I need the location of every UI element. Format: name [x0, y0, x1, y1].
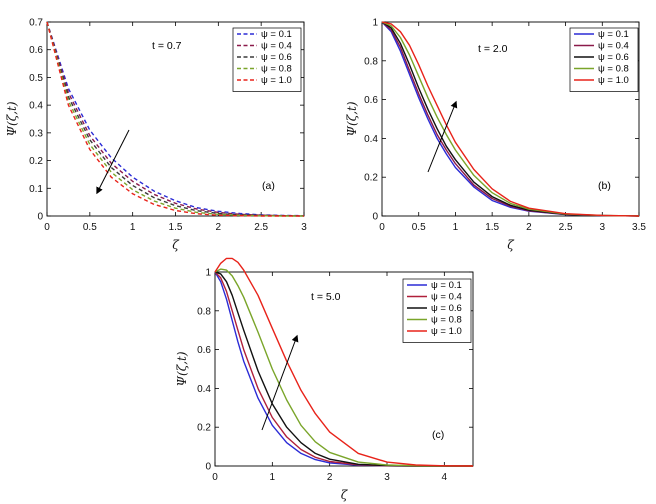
panel-label: (c) — [432, 429, 444, 441]
x-tick-label: 3.5 — [632, 222, 646, 233]
time-annotation: t = 0.7 — [152, 40, 182, 52]
x-tick-label: 3 — [384, 472, 390, 483]
x-tick-label: 2 — [526, 222, 532, 233]
plot-frame — [214, 271, 474, 467]
y-tick-label: 0.3 — [29, 128, 43, 139]
trend-arrow — [427, 100, 458, 173]
legend-label: ψ = 0.8 — [431, 315, 462, 326]
x-axis-label: ζ — [341, 488, 349, 502]
legend-label: ψ = 0.6 — [431, 303, 462, 314]
legend-label: ψ = 0.1 — [431, 280, 462, 291]
y-axis-label: Ψ(ζ,t) — [175, 351, 189, 386]
y-tick-label: 0.4 — [364, 134, 378, 145]
x-tick-label: 0.5 — [412, 222, 426, 233]
x-tick-label: 2.5 — [254, 222, 268, 233]
trend-arrow — [261, 334, 299, 431]
series-line-a-4 — [46, 21, 304, 217]
y-tick-label: 0.8 — [364, 56, 378, 67]
legend-label: ψ = 0.1 — [261, 29, 292, 40]
y-tick-label: 0.2 — [29, 156, 43, 167]
y-tick-label: 0.5 — [29, 73, 43, 84]
time-annotation: t = 5.0 — [311, 291, 341, 303]
series-line-b-4 — [381, 21, 640, 217]
legend-label: ψ = 0.1 — [598, 29, 629, 40]
legend-label: ψ = 1.0 — [598, 75, 629, 86]
x-tick-label: 0 — [379, 222, 385, 233]
x-tick-label: 2 — [327, 472, 333, 483]
legend-label: ψ = 1.0 — [431, 326, 462, 337]
y-tick-label: 0.1 — [29, 184, 43, 195]
legend: ψ = 0.1ψ = 0.4ψ = 0.6ψ = 0.8ψ = 1.0 — [402, 278, 472, 343]
y-tick-label: 0.6 — [364, 95, 378, 106]
legend: ψ = 0.1ψ = 0.4ψ = 0.6ψ = 0.8ψ = 1.0 — [232, 27, 302, 92]
y-axis-label: Ψ(ζ,t) — [5, 101, 19, 136]
legend: ψ = 0.1ψ = 0.4ψ = 0.6ψ = 0.8ψ = 1.0 — [569, 27, 639, 92]
legend-label: ψ = 1.0 — [261, 75, 292, 86]
y-tick-label: 0.6 — [29, 45, 43, 56]
y-tick-label: 1 — [372, 18, 378, 29]
x-axis-label: ζ — [507, 238, 515, 252]
legend-label: ψ = 0.4 — [431, 292, 462, 303]
x-tick-label: 0.5 — [83, 222, 97, 233]
series-line-a-3 — [46, 21, 304, 217]
plot-frame — [381, 21, 640, 217]
y-tick-label: 0.2 — [364, 173, 378, 184]
chart-panel-c: 0 1 2 3 4 0 0.2 0.4 0.6 0.8 1 ζ Ψ(ζ,t) t = 5.0 (c) ψ = … — [175, 257, 474, 502]
y-tick-label: 0.2 — [197, 423, 211, 434]
legend-label: ψ = 0.6 — [261, 52, 292, 63]
x-tick-label: 3 — [301, 222, 307, 233]
y-tick-label: 0.8 — [197, 306, 211, 317]
x-tick-label: 2.5 — [559, 222, 573, 233]
x-tick-label: 1 — [130, 222, 136, 233]
y-axis-label: Ψ(ζ,t) — [345, 101, 359, 136]
x-tick-label: 1.5 — [485, 222, 499, 233]
legend-box — [569, 27, 639, 92]
y-tick-label: 0.4 — [197, 384, 211, 395]
x-tick-label: 1 — [453, 222, 459, 233]
legend-label: ψ = 0.6 — [598, 52, 629, 63]
series-line-a-1 — [46, 21, 305, 217]
x-tick-label: 0 — [44, 222, 50, 233]
x-tick-label: 1 — [270, 472, 276, 483]
legend-box — [232, 27, 302, 92]
chart-panel-b: 0 0.5 1 1.5 2 2.5 3 3.5 0 0.2 0.4 0.6 0.8 1 ζ Ψ(ζ,t) t =… — [345, 18, 646, 253]
y-tick-label: 0.6 — [197, 345, 211, 356]
chart-panel-a: 0 0.5 1 1.5 2 2.5 3 0 0.1 0.2 0.3 0.4 0.5 0.6 0.7 ζ Ψ(ζ,… — [5, 18, 307, 253]
x-tick-label: 3 — [600, 222, 606, 233]
legend-label: ψ = 0.8 — [598, 64, 629, 75]
trend-arrow — [96, 129, 130, 195]
legend-label: ψ = 0.8 — [261, 64, 292, 75]
x-tick-label: 2 — [216, 222, 222, 233]
series-line-c-3 — [214, 268, 473, 467]
y-tick-label: 0.4 — [29, 101, 43, 112]
legend-label: ψ = 0.4 — [261, 41, 292, 52]
x-tick-label: 1.5 — [169, 222, 183, 233]
y-tick-label: 1 — [205, 268, 211, 279]
x-tick-label: 4 — [442, 472, 448, 483]
y-tick-label: 0.7 — [29, 18, 43, 29]
y-tick-label: 0 — [205, 462, 211, 473]
legend-label: ψ = 0.4 — [598, 41, 629, 52]
panel-label: (b) — [598, 180, 611, 192]
y-tick-label: 0 — [372, 212, 378, 223]
panel-label: (a) — [262, 180, 275, 192]
x-tick-label: 0 — [212, 472, 218, 483]
series-line-c-4 — [214, 257, 474, 467]
legend-box — [402, 278, 472, 343]
y-tick-label: 0 — [37, 212, 43, 223]
time-annotation: t = 2.0 — [478, 43, 508, 55]
x-axis-label: ζ — [172, 238, 180, 252]
